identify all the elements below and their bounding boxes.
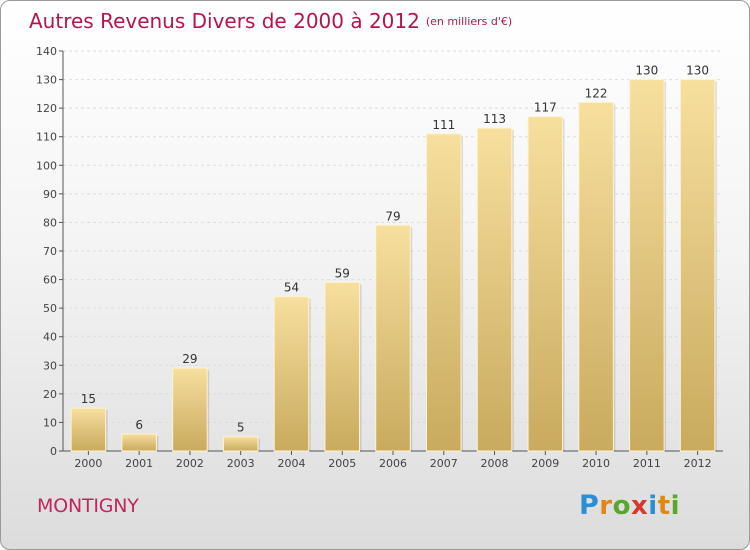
bar-value-label: 122 [585,86,608,100]
logo-letter: P [579,490,600,521]
bar-value-label: 6 [135,418,143,432]
y-tick-label: 70 [43,245,57,258]
bar [121,433,157,452]
bar [70,407,107,452]
y-tick-label: 60 [43,274,57,287]
bar-value-label: 111 [432,118,455,132]
logo-letter: i [648,491,658,521]
x-tick-label: 2007 [430,457,458,470]
bar [476,127,513,452]
chart-title-text: Autres Revenus Divers de 2000 à 2012 [29,9,420,33]
bar-value-label: 54 [284,281,299,295]
chart-subtitle: (en milliers d'€) [425,15,513,28]
x-tick-label: 2012 [684,457,712,470]
logo-letter: i [670,491,681,521]
proxiti-logo: Proxiti [579,490,680,521]
x-tick-label: 2001 [125,457,153,470]
bar [629,79,665,452]
x-tick-label: 2011 [633,457,661,470]
logo-letter: t [657,491,671,521]
x-tick-label: 2004 [277,457,305,470]
y-tick-label: 50 [43,302,57,315]
y-tick-label: 40 [43,331,57,344]
bar [222,436,259,452]
y-tick-label: 110 [36,131,57,144]
bar [172,367,208,452]
bar [426,133,462,452]
bar [375,224,411,452]
x-tick-label: 2009 [531,457,559,470]
y-tick-label: 90 [43,188,57,201]
x-tick-label: 2010 [582,457,610,470]
bar [527,116,564,452]
y-tick-label: 100 [36,159,57,172]
bar [324,281,360,452]
bar-value-label: 29 [182,352,197,366]
y-tick-label: 20 [43,388,57,401]
bar-value-label: 79 [385,209,400,223]
bar-value-label: 59 [335,266,350,280]
bar [679,79,716,452]
y-tick-label: 120 [36,102,57,115]
bar-value-label: 15 [81,392,96,406]
y-tick-label: 80 [43,216,57,229]
y-tick-label: 140 [36,45,57,58]
chart-title: Autres Revenus Divers de 2000 à 2012 (en … [29,9,512,33]
y-tick-label: 30 [43,359,57,372]
logo-letter: r [599,491,613,521]
x-tick-label: 2003 [227,457,255,470]
x-tick-label: 2006 [379,457,407,470]
y-tick-label: 10 [43,416,57,429]
x-tick-label: 2002 [176,457,204,470]
bar-value-label: 5 [237,421,245,435]
x-tick-label: 2000 [74,457,102,470]
y-tick-label: 0 [50,445,57,458]
bar-value-label: 130 [635,64,658,78]
commune-name: MONTIGNY [37,495,139,517]
logo-letter: o [612,491,631,521]
bar [273,296,310,452]
bar-value-label: 113 [483,112,506,126]
x-tick-label: 2008 [481,457,509,470]
x-tick-label: 2005 [328,457,356,470]
y-tick-label: 130 [36,74,57,87]
bar-value-label: 117 [534,101,557,115]
bar [578,101,614,452]
logo-letter: x [631,491,649,521]
bar-value-label: 130 [686,64,709,78]
